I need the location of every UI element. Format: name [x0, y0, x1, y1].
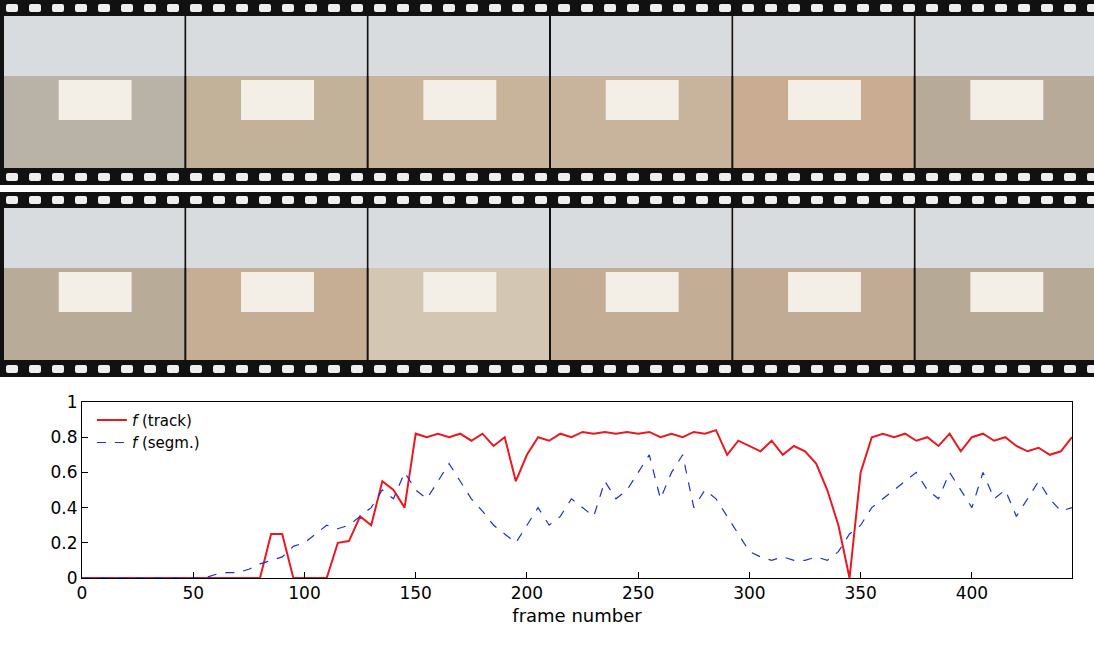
svg-text:f (track): f (track) — [132, 412, 192, 430]
svg-text:150: 150 — [399, 583, 431, 603]
svg-text:250: 250 — [622, 583, 654, 603]
svg-text:200: 200 — [511, 583, 543, 603]
svg-text:0.4: 0.4 — [51, 498, 78, 518]
svg-text:50: 50 — [182, 583, 204, 603]
svg-text:f (segm.): f (segm.) — [132, 434, 200, 452]
svg-text:0.2: 0.2 — [51, 533, 78, 553]
svg-text:frame number: frame number — [512, 605, 642, 626]
svg-text:0.6: 0.6 — [51, 462, 78, 482]
svg-text:0: 0 — [77, 583, 88, 603]
svg-text:400: 400 — [956, 583, 988, 603]
svg-text:350: 350 — [844, 583, 876, 603]
svg-text:0: 0 — [67, 568, 78, 588]
svg-text:100: 100 — [288, 583, 320, 603]
svg-text:300: 300 — [733, 583, 765, 603]
svg-text:0.8: 0.8 — [51, 427, 78, 447]
svg-text:1: 1 — [67, 392, 78, 412]
